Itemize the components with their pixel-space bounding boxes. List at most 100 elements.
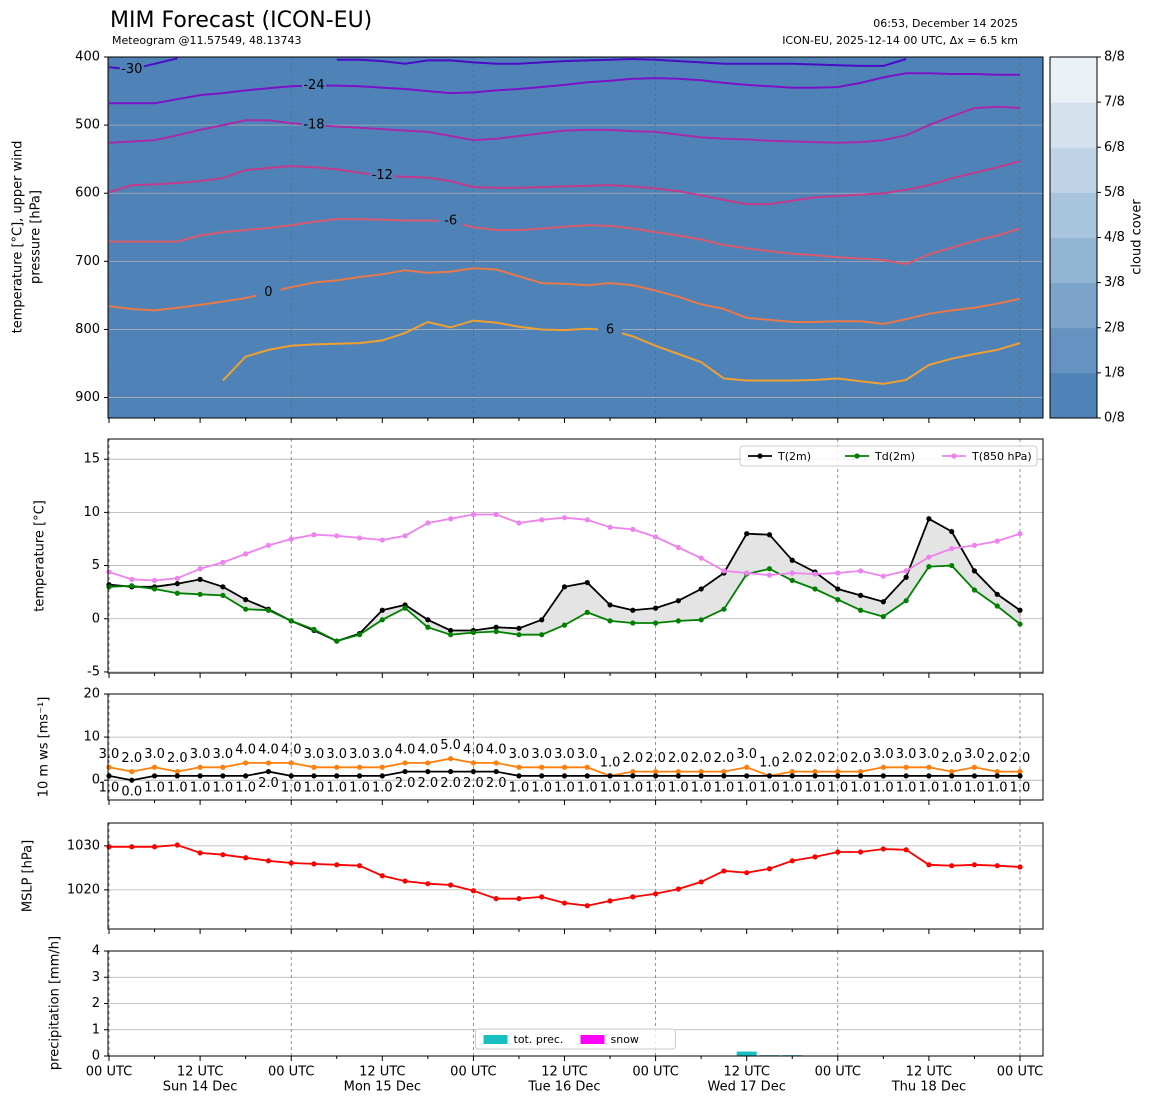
- data-point: [243, 855, 249, 861]
- data-point: [675, 773, 681, 779]
- data-point: [448, 756, 454, 762]
- value-label: 3.0: [554, 747, 575, 762]
- value-label: 1.0: [736, 780, 757, 795]
- x-tick-label: 00 UTC: [450, 1065, 496, 1080]
- data-point: [744, 531, 750, 537]
- data-point: [243, 760, 249, 766]
- x-tick-label: 12 UTC: [723, 1065, 769, 1080]
- y-tick-label: 0: [92, 773, 100, 788]
- data-point: [220, 773, 226, 779]
- data-point: [561, 515, 568, 521]
- data-point: [835, 773, 841, 779]
- data-point: [402, 878, 408, 884]
- y-tick-label: 1020: [67, 882, 100, 897]
- data-point: [857, 849, 864, 855]
- value-label: 3.0: [372, 747, 393, 762]
- data-point: [197, 773, 203, 779]
- data-point: [607, 524, 613, 530]
- value-label: 5.0: [440, 738, 461, 753]
- value-label: 1.0: [372, 780, 393, 795]
- value-label: 4.0: [258, 742, 279, 757]
- data-point: [243, 551, 249, 557]
- data-point: [174, 575, 180, 581]
- value-label: 2.0: [622, 751, 643, 766]
- data-point: [425, 768, 431, 775]
- data-point: [493, 628, 499, 635]
- data-point: [516, 632, 522, 638]
- data-point: [129, 576, 135, 583]
- value-label: 1.0: [691, 780, 712, 795]
- chart-subtitle: Meteogram @11.57549, 48.13743: [112, 34, 302, 47]
- data-point: [949, 863, 955, 869]
- data-point: [994, 773, 1000, 779]
- value-label: 1.0: [349, 780, 370, 795]
- value-label: 4.0: [235, 742, 256, 757]
- data-point: [584, 579, 590, 586]
- value-label: 1.0: [919, 780, 940, 795]
- value-label: 1.0: [850, 780, 871, 795]
- data-point: [926, 564, 932, 570]
- legend-label: snow: [611, 1033, 639, 1046]
- value-label: 1.0: [600, 780, 621, 795]
- legend-swatch: [483, 1035, 508, 1044]
- data-point: [539, 517, 545, 523]
- data-point: [903, 847, 909, 853]
- value-label: 1.0: [577, 780, 598, 795]
- data-point: [584, 773, 590, 779]
- data-point: [675, 598, 681, 604]
- value-label: 1.0: [1010, 780, 1031, 795]
- data-point: [653, 534, 659, 540]
- value-label: 2.0: [987, 751, 1008, 766]
- data-point: [675, 768, 681, 775]
- value-label: 1.0: [896, 780, 917, 795]
- data-point: [539, 894, 545, 900]
- value-label: 4.0: [281, 742, 302, 757]
- isotherm-label: -30: [121, 62, 142, 77]
- data-point: [379, 537, 385, 543]
- y-axis-label: temperature [°C]: [33, 500, 48, 612]
- value-label: 1.0: [99, 780, 120, 795]
- data-point: [311, 773, 317, 779]
- value-label: 1.0: [714, 780, 735, 795]
- value-label: 2.0: [395, 776, 416, 791]
- data-point: [539, 617, 545, 623]
- colorbar-band: [1050, 192, 1097, 238]
- value-label: 1.0: [873, 780, 894, 795]
- data-point: [1017, 531, 1023, 537]
- isotherm-label: 6: [606, 323, 614, 338]
- isotherm-label-bg: [256, 284, 281, 301]
- data-point: [311, 626, 317, 632]
- value-label: 4.0: [395, 742, 416, 757]
- data-point: [174, 842, 180, 848]
- value-label: 1.0: [964, 780, 985, 795]
- x-date-label: Sun 14 Dec: [163, 1080, 238, 1095]
- data-point: [379, 764, 385, 770]
- data-point: [630, 607, 636, 613]
- series-line: [109, 844, 1021, 907]
- data-point: [789, 570, 795, 576]
- data-point: [949, 528, 955, 535]
- data-point: [265, 542, 272, 548]
- data-point: [129, 844, 135, 850]
- colorbar-band: [1050, 282, 1097, 329]
- isotherm-label-bg: [301, 77, 326, 94]
- data-point: [630, 773, 636, 779]
- data-point: [880, 773, 886, 779]
- data-point: [971, 862, 978, 868]
- legend-swatch: [580, 1035, 605, 1044]
- y-tick-label: 20: [83, 687, 100, 702]
- data-point: [243, 597, 249, 603]
- value-label: 2.0: [1010, 751, 1031, 766]
- data-point: [994, 768, 1000, 775]
- data-point: [903, 574, 909, 580]
- isotherm-label-bg: [370, 167, 395, 184]
- data-point: [1017, 607, 1023, 613]
- data-point: [334, 764, 340, 770]
- y-tick-label: 4: [92, 944, 100, 959]
- data-point: [425, 881, 431, 887]
- data-point: [311, 764, 317, 770]
- colorbar-tick-label: 5/8: [1104, 185, 1125, 200]
- data-point: [470, 511, 476, 518]
- data-point: [379, 617, 385, 623]
- value-label: 1.0: [782, 780, 803, 795]
